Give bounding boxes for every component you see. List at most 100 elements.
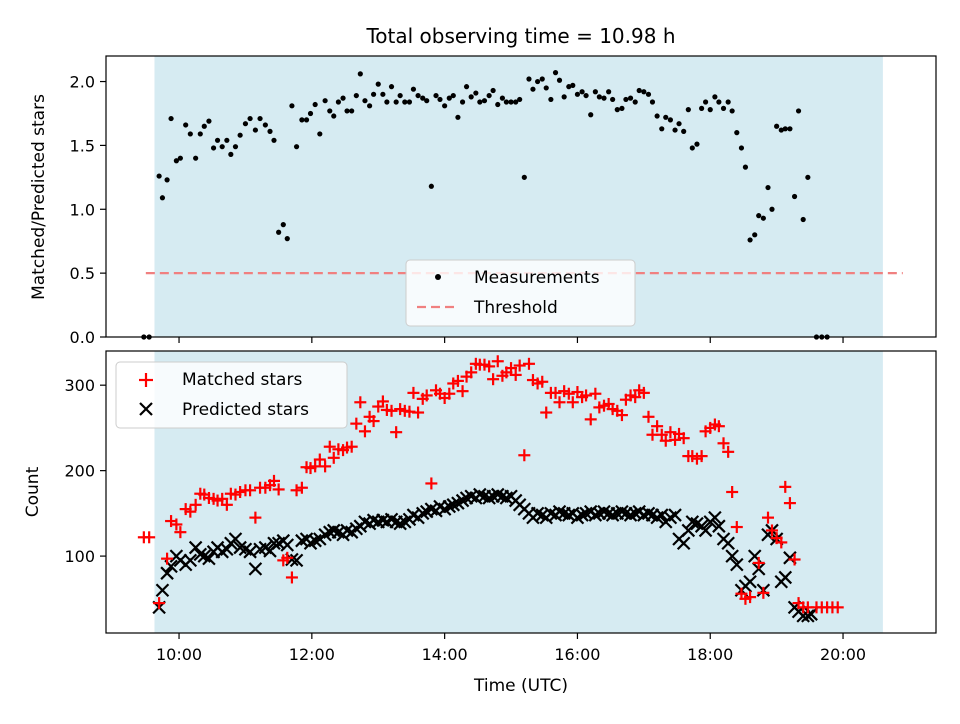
measurement-point	[393, 99, 399, 105]
measurement-point	[535, 78, 541, 85]
measurement-point	[293, 144, 300, 150]
measurement-point	[672, 127, 678, 133]
measurement-point	[707, 107, 713, 113]
count-axes-frame	[105, 350, 937, 634]
predicted-star-point	[725, 549, 739, 563]
legend-label-matched: Matched stars	[182, 370, 302, 390]
matched-star-point	[726, 486, 739, 498]
matched-star-point	[345, 440, 358, 453]
legend-label-threshold: Threshold	[473, 298, 558, 318]
matched-star-point	[170, 518, 183, 531]
measurement-point	[729, 108, 735, 114]
measurement-point	[193, 155, 199, 161]
matched-star-point	[358, 425, 371, 438]
matched-star-point	[376, 395, 389, 408]
measurement-point	[641, 89, 647, 95]
measurement-point	[530, 86, 536, 92]
measurement-point	[299, 117, 305, 123]
legend-label-measurements: Measurements	[474, 268, 600, 288]
measurement-point	[681, 128, 687, 134]
measurement-point	[508, 99, 514, 105]
matched-star-points	[137, 355, 844, 614]
measurement-point	[415, 92, 421, 99]
measurement-point	[791, 193, 798, 200]
matched-star-point	[487, 373, 500, 386]
measurement-point	[477, 99, 483, 105]
predicted-star-point	[708, 510, 722, 525]
measurement-point	[503, 99, 509, 105]
predicted-star-point	[442, 499, 457, 514]
matched-star-point	[589, 387, 602, 400]
matched-star-point	[522, 357, 535, 370]
measurement-point	[450, 92, 456, 99]
measurement-point	[424, 98, 430, 104]
measurement-point	[663, 114, 669, 120]
measurement-point	[168, 115, 174, 122]
matched-star-point	[637, 386, 650, 399]
measurement-point	[654, 113, 660, 119]
x-tick-label: 14:00	[422, 645, 468, 664]
measurement-point	[349, 108, 355, 114]
measurement-point	[437, 96, 443, 103]
measurement-point	[289, 103, 295, 109]
measurement-point	[177, 155, 183, 161]
predicted-star-point	[588, 508, 603, 522]
matched-star-point	[513, 359, 526, 372]
measurement-point	[539, 76, 545, 82]
matched-star-point	[677, 432, 690, 445]
predicted-star-point	[160, 566, 174, 580]
x-tick-label: 18:00	[687, 645, 733, 664]
ratio-y-axis-label: Matched/Predicted stars	[29, 94, 49, 300]
measurement-point	[583, 92, 589, 99]
measurement-point	[420, 95, 426, 101]
measurement-point	[473, 90, 479, 96]
measurement-point	[756, 213, 762, 219]
measurement-point	[632, 99, 638, 105]
measurement-point	[526, 76, 532, 82]
matched-star-point	[354, 396, 367, 409]
matched-star-point	[717, 437, 730, 450]
x-tick-label: 16:00	[554, 645, 600, 664]
matched-star-point	[184, 505, 197, 518]
matched-star-point	[491, 355, 504, 368]
measurement-point	[636, 87, 642, 94]
matched-star-point	[390, 426, 403, 439]
matched-star-point	[566, 396, 579, 409]
predicted-star-point	[280, 538, 295, 552]
matched-star-point	[752, 556, 765, 569]
predicted-star-point	[623, 508, 638, 522]
measurement-point	[601, 95, 607, 101]
matched-star-point	[174, 526, 187, 539]
measurement-point	[619, 105, 625, 111]
matched-star-point	[350, 417, 363, 430]
measurement-point	[716, 99, 722, 105]
measurement-point	[561, 94, 567, 100]
measurement-point	[442, 103, 448, 109]
predicted-star-point	[393, 516, 407, 531]
chart-title: Total observing time = 10.98 h	[365, 24, 675, 48]
matched-star-point	[580, 389, 593, 402]
measurement-point	[747, 237, 753, 243]
measurement-point	[242, 121, 249, 127]
measurement-point	[521, 174, 527, 180]
measurement-point	[649, 99, 656, 105]
matched-star-point	[779, 480, 792, 493]
matched-star-point	[425, 477, 438, 490]
ratio-y-tick-label: 1.5	[70, 136, 95, 155]
matched-star-point	[783, 497, 796, 510]
measurement-point	[459, 99, 466, 105]
measurement-point	[725, 99, 731, 105]
measurement-point	[307, 110, 314, 117]
predicted-star-point	[289, 553, 304, 568]
predicted-star-point	[721, 536, 735, 551]
measurement-point	[645, 91, 652, 97]
measurement-point	[224, 137, 230, 143]
count-panel: 100 200 300 10:00 12:00 14:00 16:00 18:00 20:00…	[23, 350, 937, 696]
measurement-point	[463, 84, 470, 90]
predicted-star-point	[641, 506, 656, 521]
measurement-point	[183, 122, 189, 128]
ratio-axes-frame	[105, 55, 937, 338]
matched-star-point	[244, 484, 257, 497]
matched-star-point	[540, 406, 553, 419]
matched-star-point	[220, 498, 233, 511]
